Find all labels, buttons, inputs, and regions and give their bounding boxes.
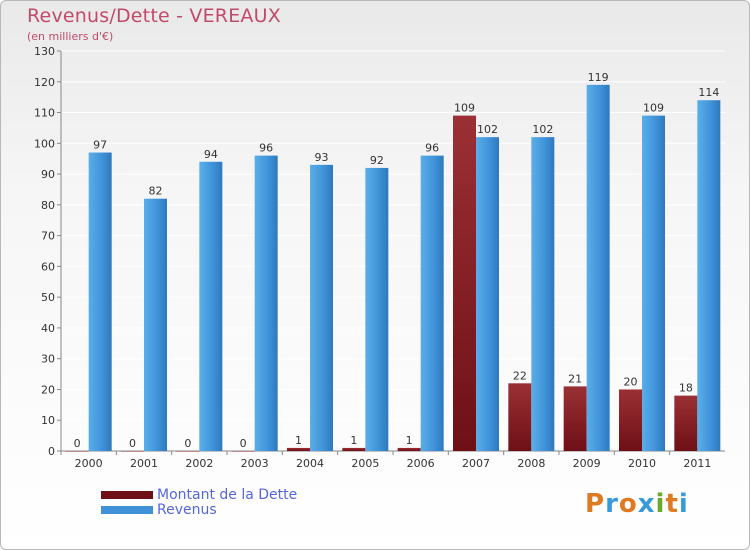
x-tick-label-2011: 2011 bbox=[683, 457, 711, 470]
bar-revenus-2001 bbox=[144, 198, 167, 451]
bar-revenus-2002 bbox=[199, 161, 223, 451]
bar-dette-2001 bbox=[121, 451, 144, 452]
label-revenus-2002: 94 bbox=[204, 148, 218, 161]
label-revenus-2001: 82 bbox=[149, 185, 163, 198]
bar-dette-2002 bbox=[176, 451, 200, 452]
bar-dette-2005 bbox=[342, 447, 366, 451]
label-dette-2010: 20 bbox=[624, 375, 638, 388]
proxiti-logo: Proxiti bbox=[585, 489, 689, 519]
bar-dette-2008 bbox=[508, 383, 532, 451]
legend-item-revenus: Revenus bbox=[101, 501, 297, 518]
bar-dette-2010 bbox=[619, 389, 642, 451]
bar-revenus-2010 bbox=[642, 115, 665, 451]
bar-revenus-2005 bbox=[365, 167, 389, 451]
label-dette-2005: 1 bbox=[350, 434, 357, 447]
legend-label-revenus: Revenus bbox=[157, 501, 217, 518]
label-dette-2002: 0 bbox=[184, 437, 191, 450]
y-tick-label-90: 90 bbox=[41, 168, 55, 181]
x-tick-label-2007: 2007 bbox=[462, 457, 490, 470]
y-tick-label-80: 80 bbox=[41, 199, 55, 212]
legend-label-dette: Montant de la Dette bbox=[157, 486, 298, 503]
bar-dette-2004 bbox=[287, 447, 310, 451]
logo-letter: P bbox=[585, 489, 606, 519]
logo-letter: x bbox=[637, 489, 656, 519]
label-revenus-2008: 102 bbox=[532, 123, 553, 136]
bar-revenus-2011 bbox=[697, 100, 721, 451]
bar-dette-2006 bbox=[397, 447, 421, 451]
label-revenus-2006: 96 bbox=[425, 142, 439, 155]
legend: Montant de la Dette Revenus bbox=[101, 486, 298, 518]
label-dette-2004: 1 bbox=[295, 434, 302, 447]
y-tick-label-100: 100 bbox=[34, 137, 55, 150]
y-tick-label-10: 10 bbox=[41, 414, 55, 427]
y-tick-label-40: 40 bbox=[41, 322, 55, 335]
label-revenus-2003: 96 bbox=[259, 142, 273, 155]
label-dette-2011: 18 bbox=[679, 382, 693, 395]
logo-letter: i bbox=[678, 489, 689, 519]
x-tick-label-2006: 2006 bbox=[407, 457, 435, 470]
y-tick-label-110: 110 bbox=[34, 107, 55, 120]
label-revenus-2010: 109 bbox=[643, 102, 664, 115]
legend-swatch-dette bbox=[101, 490, 153, 499]
bar-revenus-2007 bbox=[476, 137, 499, 451]
x-tick-label-2000: 2000 bbox=[75, 457, 103, 470]
label-dette-2003: 0 bbox=[240, 437, 247, 450]
label-revenus-2007: 102 bbox=[477, 123, 498, 136]
label-revenus-2011: 114 bbox=[698, 86, 719, 99]
x-tick-label-2002: 2002 bbox=[185, 457, 213, 470]
x-tick-label-2005: 2005 bbox=[351, 457, 379, 470]
bar-dette-2000 bbox=[65, 451, 89, 452]
bar-revenus-2000 bbox=[88, 152, 112, 452]
y-tick-label-70: 70 bbox=[41, 230, 55, 243]
logo-letter: r bbox=[605, 489, 619, 519]
y-tick-label-130: 130 bbox=[34, 45, 55, 58]
bar-revenus-2003 bbox=[254, 155, 278, 451]
y-tick-label-0: 0 bbox=[48, 445, 55, 458]
bar-revenus-2009 bbox=[586, 84, 610, 451]
bar-revenus-2004 bbox=[310, 164, 333, 451]
y-tick-label-120: 120 bbox=[34, 76, 55, 89]
label-revenus-2000: 97 bbox=[93, 139, 107, 152]
y-tick-label-50: 50 bbox=[41, 291, 55, 304]
bar-revenus-2006 bbox=[420, 155, 444, 451]
legend-item-dette: Montant de la Dette bbox=[101, 486, 298, 503]
label-dette-2000: 0 bbox=[74, 437, 81, 450]
y-tick-label-60: 60 bbox=[41, 260, 55, 273]
bar-dette-2009 bbox=[563, 386, 587, 451]
x-tick-label-2009: 2009 bbox=[573, 457, 601, 470]
bar-dette-2011 bbox=[674, 395, 698, 451]
logo-letter: t bbox=[665, 489, 679, 519]
label-dette-2009: 21 bbox=[568, 372, 582, 385]
chart-subtitle: (en milliers d'€) bbox=[27, 30, 114, 43]
logo-letter: o bbox=[618, 489, 638, 519]
logo-letter: i bbox=[655, 489, 666, 519]
label-revenus-2005: 92 bbox=[370, 154, 384, 167]
legend-swatch-revenus bbox=[101, 505, 153, 514]
bar-dette-2007 bbox=[453, 115, 476, 451]
x-tick-label-2001: 2001 bbox=[130, 457, 158, 470]
label-dette-2001: 0 bbox=[129, 437, 136, 450]
x-tick-label-2008: 2008 bbox=[517, 457, 545, 470]
bar-revenus-2008 bbox=[531, 137, 555, 451]
label-revenus-2009: 119 bbox=[588, 71, 609, 84]
label-dette-2007: 109 bbox=[454, 102, 475, 115]
label-dette-2008: 22 bbox=[513, 369, 527, 382]
y-tick-label-20: 20 bbox=[41, 383, 55, 396]
x-tick-label-2003: 2003 bbox=[241, 457, 269, 470]
label-dette-2006: 1 bbox=[406, 434, 413, 447]
bar-dette-2003 bbox=[231, 451, 255, 452]
label-revenus-2004: 93 bbox=[315, 151, 329, 164]
x-tick-label-2010: 2010 bbox=[628, 457, 656, 470]
y-tick-label-30: 30 bbox=[41, 353, 55, 366]
chart-title: Revenus/Dette - VEREAUX bbox=[27, 5, 281, 27]
x-tick-label-2004: 2004 bbox=[296, 457, 324, 470]
